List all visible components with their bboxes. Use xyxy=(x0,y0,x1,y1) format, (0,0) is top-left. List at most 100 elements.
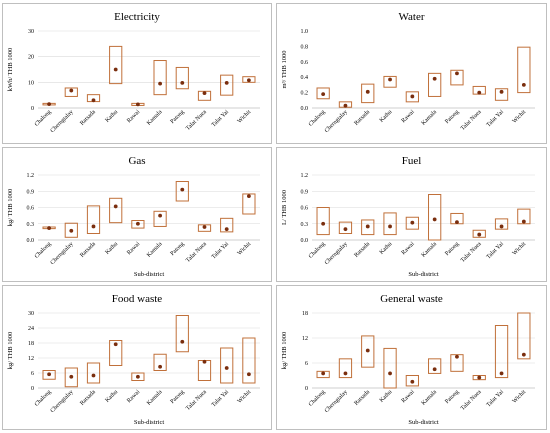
chart-panel-food-waste: Food waste 0 6 12 18 24 30 kg/ THB 1000 ChalongC… xyxy=(2,285,272,430)
x-tick-label: Rawai xyxy=(401,109,416,124)
range-bar xyxy=(450,69,464,86)
y-tick-label: 0.0 xyxy=(301,238,309,244)
range-bar xyxy=(64,87,78,97)
x-tick-label: Chalong xyxy=(308,241,327,260)
y-tick-label: 0.3 xyxy=(301,222,309,228)
y-axis-title: m³/ THB 1000 xyxy=(281,51,288,89)
panel-border xyxy=(2,147,272,282)
median-point xyxy=(136,102,140,107)
median-point xyxy=(455,354,459,359)
median-point xyxy=(343,103,348,108)
range-bar xyxy=(494,218,509,230)
median-point xyxy=(455,71,459,76)
y-tick-label: 0.0 xyxy=(301,106,309,112)
median-point xyxy=(432,367,437,372)
x-tick-label: Rawai xyxy=(401,241,416,256)
range-bar xyxy=(153,353,167,371)
x-tick-label: Kamala xyxy=(421,241,439,259)
chart-title: General waste xyxy=(380,293,443,305)
x-tick-label: Chalong xyxy=(34,109,53,128)
range-bar xyxy=(472,229,486,238)
x-tick-label: Rawai xyxy=(401,389,416,404)
chart-title: Fuel xyxy=(402,155,422,167)
median-point xyxy=(47,226,51,230)
x-tick-label: Talat Nuea xyxy=(460,389,483,412)
range-bar xyxy=(472,375,486,381)
y-tick-label: 0.6 xyxy=(27,206,35,212)
range-bar xyxy=(42,370,56,380)
x-tick-label: Kathu xyxy=(104,109,119,124)
range-bar xyxy=(361,83,375,104)
y-tick-label: 20 xyxy=(28,55,34,61)
panel-border xyxy=(2,3,272,144)
median-point xyxy=(69,228,74,233)
range-bar xyxy=(428,194,442,241)
median-point xyxy=(521,352,526,357)
x-tick-label: Patong xyxy=(170,109,186,125)
y-tick-label: 12 xyxy=(28,356,34,362)
median-point xyxy=(455,220,459,225)
median-point xyxy=(410,379,415,384)
y-tick-label: 1.2 xyxy=(27,173,35,179)
median-point xyxy=(158,213,163,218)
y-tick-label: 0.0 xyxy=(27,238,35,244)
median-point xyxy=(499,371,504,376)
x-tick-label: Kamala xyxy=(146,389,164,407)
median-point xyxy=(521,219,526,224)
range-bar xyxy=(405,216,419,230)
x-tick-label: Cherngtalay xyxy=(324,241,349,266)
x-tick-label: Kathu xyxy=(104,389,119,404)
median-point xyxy=(202,359,207,364)
y-tick-label: 6 xyxy=(305,361,308,367)
median-point xyxy=(247,372,251,377)
x-tick-label: Kamala xyxy=(146,241,164,259)
x-tick-label: Kathu xyxy=(379,241,394,256)
chart-title: Food waste xyxy=(112,293,163,305)
x-tick-label: Cherngtalay xyxy=(324,389,349,414)
range-bar xyxy=(361,219,375,236)
y-tick-label: 12 xyxy=(302,336,308,342)
median-point xyxy=(224,366,229,370)
range-bar xyxy=(338,358,353,379)
x-tick-label: Kamala xyxy=(146,109,164,127)
median-point xyxy=(136,374,140,379)
chart-panel-gas: Gas 0.0 0.3 0.6 0.9 1.2 kg/ THB 1000 ChalongChe… xyxy=(2,147,272,282)
range-bar xyxy=(64,222,78,238)
x-tick-label: Talat Nuea xyxy=(460,241,483,264)
chart-panel-general-waste: General waste 0 6 12 18 kg/ THB 1000 ChalongCh… xyxy=(276,285,547,430)
range-bar xyxy=(494,88,509,101)
y-tick-label: 0.4 xyxy=(301,75,309,81)
median-point xyxy=(113,67,118,72)
median-point xyxy=(202,225,207,229)
chart-panel-water: Water 0.0 0.2 0.4 0.6 0.8 1.0 m³/ THB 1000 Chalo… xyxy=(276,3,547,144)
x-tick-label: Wichit xyxy=(237,109,253,125)
range-bar xyxy=(383,347,397,389)
x-tick-label: Talat Nuea xyxy=(185,389,208,412)
median-point xyxy=(69,88,74,93)
x-tick-label: Kamala xyxy=(421,389,439,407)
median-point xyxy=(521,83,526,87)
median-point xyxy=(224,227,229,232)
median-point xyxy=(499,224,504,229)
range-bar xyxy=(220,74,234,96)
x-tick-label: Ratsada xyxy=(353,241,371,259)
x-tick-label: Talat Yai xyxy=(486,109,506,129)
x-tick-label: Talat Nuea xyxy=(185,109,208,132)
chart-panel-fuel: Fuel 0.0 0.3 0.6 0.9 1.2 L/ THB 1000 ChalongChe… xyxy=(276,147,547,282)
median-point xyxy=(499,89,504,94)
median-point xyxy=(432,217,437,222)
median-point xyxy=(388,371,392,376)
x-tick-label: Rawai xyxy=(126,109,141,124)
x-tick-label: Ratsada xyxy=(79,109,97,127)
x-tick-label: Talat Nuea xyxy=(185,241,208,264)
x-tick-label: Chalong xyxy=(308,389,327,408)
panel-border xyxy=(276,147,547,282)
x-tick-label: Cherngtalay xyxy=(50,241,75,266)
range-bar xyxy=(383,212,397,236)
range-bar xyxy=(428,358,442,374)
range-bar xyxy=(405,375,419,387)
range-bar xyxy=(175,181,189,202)
range-bar xyxy=(450,354,464,372)
range-bar xyxy=(131,220,145,229)
